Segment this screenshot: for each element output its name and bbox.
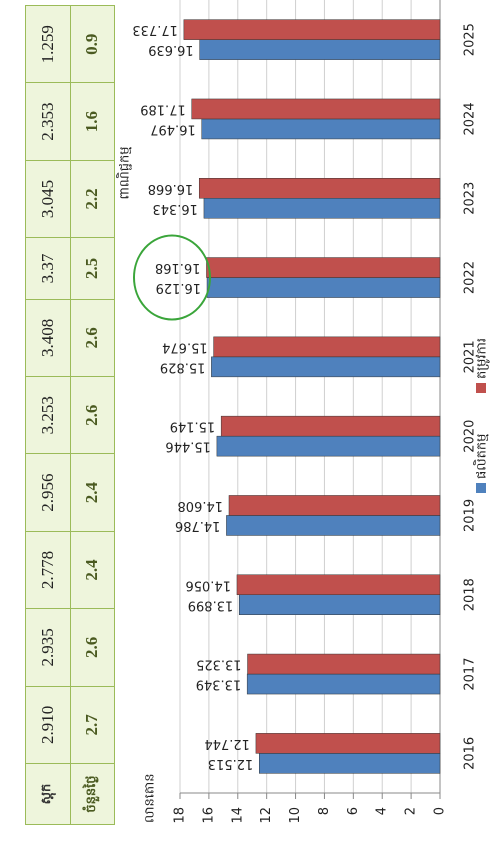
bar bbox=[201, 118, 441, 140]
y-axis-label: លានតោន bbox=[143, 773, 158, 823]
bar bbox=[236, 574, 441, 595]
x-tick-label: 2018 bbox=[463, 578, 478, 611]
bar bbox=[183, 19, 441, 40]
data-label: 15.674 bbox=[162, 339, 208, 354]
data-label: 16.168 bbox=[155, 260, 201, 275]
bar bbox=[203, 198, 441, 219]
x-tick-label: 2021 bbox=[463, 340, 478, 373]
data-label: 15.446 bbox=[165, 439, 211, 454]
y-tick-label: 2 bbox=[404, 807, 419, 815]
x-tick-label: 2022 bbox=[463, 261, 478, 294]
data-label: 14.786 bbox=[175, 518, 221, 533]
y-tick-label: 10 bbox=[288, 807, 303, 824]
legend-label: តម្រូវការ bbox=[475, 338, 491, 379]
x-tick-label: 2017 bbox=[463, 658, 478, 691]
x-tick-label: 2019 bbox=[463, 499, 478, 532]
x-tick-label: 2016 bbox=[463, 737, 478, 770]
highlight-circle bbox=[133, 234, 211, 321]
x-tick-label: 2023 bbox=[463, 182, 478, 215]
bar bbox=[228, 495, 441, 516]
bar bbox=[198, 178, 441, 199]
x-tick-label: 2025 bbox=[463, 23, 478, 56]
bar bbox=[255, 733, 441, 754]
y-tick-label: 12 bbox=[259, 807, 274, 824]
y-tick-label: 18 bbox=[173, 807, 188, 824]
data-label: 15.149 bbox=[170, 419, 216, 434]
data-label: 17.733 bbox=[132, 22, 178, 37]
bar bbox=[216, 435, 441, 457]
bar bbox=[213, 336, 441, 358]
x-tick-label: 2020 bbox=[463, 420, 478, 453]
data-label: 14.608 bbox=[177, 498, 223, 513]
y-tick-label: 6 bbox=[346, 807, 361, 815]
data-label: 13.899 bbox=[188, 597, 234, 612]
bar bbox=[220, 415, 441, 437]
data-label: 12.513 bbox=[208, 756, 253, 771]
chart-title: ពាណិជ្ជកម្ម bbox=[116, 146, 133, 199]
bar bbox=[259, 753, 441, 774]
data-label: 13.349 bbox=[196, 677, 242, 692]
legend-label: ផលិតកម្ម bbox=[473, 434, 490, 479]
bar bbox=[199, 39, 441, 60]
data-label: 16.129 bbox=[156, 280, 202, 295]
data-label: 16.639 bbox=[148, 42, 194, 57]
legend-swatch bbox=[476, 383, 486, 393]
y-tick-label: 4 bbox=[375, 807, 390, 815]
y-tick-label: 16 bbox=[201, 807, 216, 824]
data-label: 16.343 bbox=[152, 201, 198, 216]
y-tick-label: 0 bbox=[433, 807, 448, 815]
data-label: 16.497 bbox=[150, 121, 196, 136]
data-label: 16.668 bbox=[148, 181, 194, 196]
y-tick-label: 8 bbox=[317, 807, 332, 815]
data-label: 15.829 bbox=[160, 359, 206, 374]
y-tick-label: 14 bbox=[230, 807, 245, 824]
data-label: 17.189 bbox=[140, 101, 186, 116]
data-label: 14.056 bbox=[185, 577, 231, 592]
bar bbox=[246, 673, 441, 695]
bar bbox=[211, 356, 441, 378]
data-label: 12.744 bbox=[204, 736, 249, 751]
bar bbox=[191, 98, 441, 120]
legend-swatch bbox=[476, 483, 486, 493]
bar bbox=[226, 515, 441, 536]
bar bbox=[206, 257, 441, 278]
bar bbox=[238, 594, 441, 615]
bar bbox=[247, 653, 441, 675]
bar bbox=[206, 277, 441, 298]
x-tick-label: 2024 bbox=[463, 102, 478, 135]
data-label: 13.325 bbox=[196, 657, 242, 672]
